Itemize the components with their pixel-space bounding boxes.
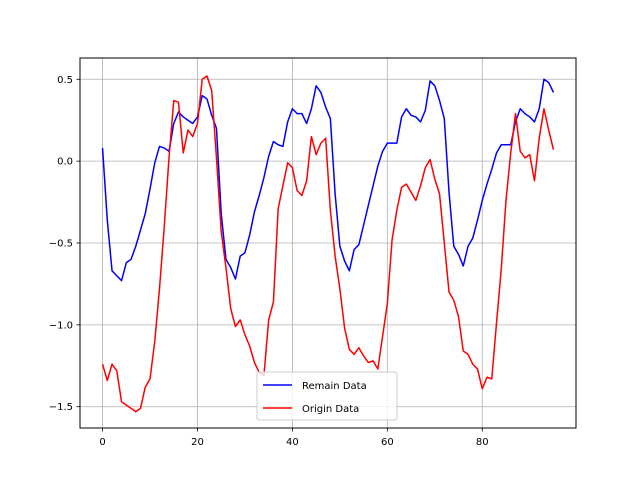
y-tick-label: 0.5 [57,75,73,86]
series-line-origin [101,75,555,413]
x-tick-label: 0 [99,437,105,448]
y-tick-label: 0.0 [57,157,73,168]
x-tick-label: 60 [381,437,394,448]
legend: Remain Data Origin Data [256,371,398,421]
axis-ticks: 0 20 40 60 80 −1.5 −1.0 −0.5 0.0 0.5 [49,75,489,448]
series-line-remain [101,78,555,282]
legend-label-remain: Remain Data [302,381,367,392]
x-tick-label: 20 [191,437,204,448]
legend-label-origin: Origin Data [302,404,359,415]
x-tick-label: 80 [476,437,489,448]
y-tick-label: −1.5 [49,402,73,413]
x-tick-label: 40 [286,437,299,448]
series-lines [101,75,555,413]
y-tick-label: −1.0 [49,320,73,331]
y-tick-label: −0.5 [49,239,73,250]
